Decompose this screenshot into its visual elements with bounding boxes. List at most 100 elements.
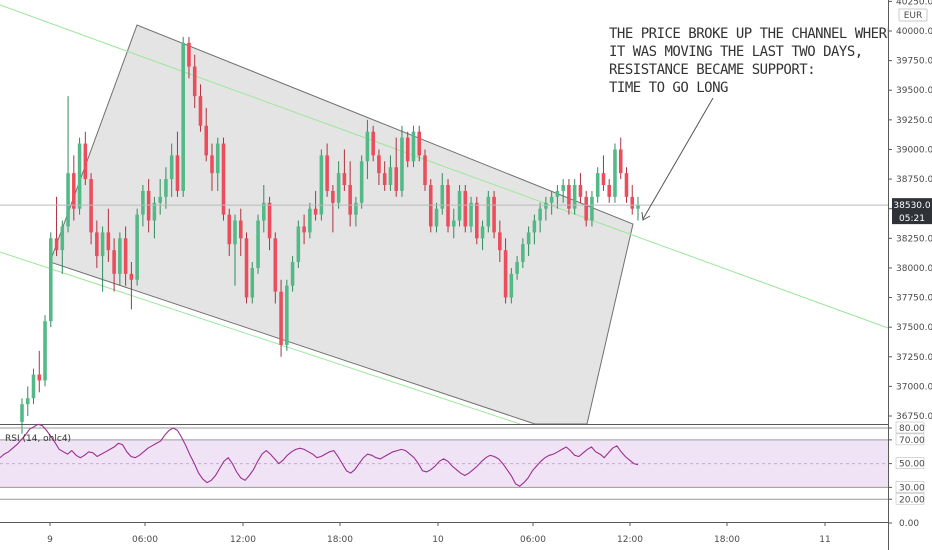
candle-body [389,167,393,185]
candle-body [245,238,249,297]
candle-body [141,191,145,215]
currency-label: EUR [904,11,923,21]
price-axis[interactable]: 40250.0 40000.0 39750.0 39500.0 39250.0 39000… [888,0,932,550]
candle-body [464,191,468,227]
candle [475,197,479,244]
candle [487,191,491,232]
candle-body [204,126,208,156]
price-tick-label: 37500.0 [896,323,932,333]
candle-body [279,292,283,345]
candle-body [400,138,404,191]
candle-body [78,144,82,209]
price-tick-label: 40250.0 [896,0,932,7]
candle-body [89,179,93,232]
candle-body [538,209,542,221]
candle [256,215,260,274]
candle-body [377,155,381,173]
candle-body [72,173,76,209]
candle [49,232,53,327]
candle-body [170,155,174,179]
candle-body [636,205,640,209]
candle [464,185,468,232]
candle-body [423,155,427,185]
candle [412,126,416,167]
candle-body [43,321,47,380]
price-tick-label: 39750.0 [896,57,932,67]
candle-body [308,209,312,233]
candle-body [619,149,623,173]
candle-body [124,238,128,274]
candle-body [481,226,485,238]
candle-body [383,173,387,185]
time-tick-label: 12:00 [617,535,643,545]
candle-body [504,250,508,297]
candle-body [250,268,254,298]
time-tick-label: 11 [819,535,830,545]
candle-body [607,185,611,197]
candle-body [314,209,318,215]
rsi-tick-label: 50.00 [899,460,925,470]
time-tick-label: 9 [47,535,53,545]
candle-body [544,203,548,209]
candle-body [291,262,295,286]
candle-body [216,144,220,174]
candle-body [158,197,162,203]
rsi-tick-label: 0.00 [899,519,919,529]
price-tick-label: 39250.0 [896,116,932,126]
candle-body [394,167,398,191]
candle-body [412,132,416,162]
candle-body [187,43,191,67]
price-tick-label: 37000.0 [896,382,932,392]
candle-body [239,221,243,239]
annotation-line-2: IT WAS MOVING THE LAST TWO DAYS, [609,44,863,60]
time-tick-label: 10 [432,535,444,545]
rsi-tick-label: 80.00 [899,424,925,434]
candle-body [533,221,537,233]
candle [43,315,47,386]
price-tick-label: 40000.0 [896,27,932,37]
candle-body [61,226,65,250]
rsi-panel[interactable]: RSI (14, ohlc4) [0,424,888,499]
candle-body [268,203,272,239]
rsi-title: RSI (14, ohlc4) [5,434,71,444]
candle-body [561,185,565,191]
candle [297,221,301,268]
candle-body [596,173,600,197]
candle-body [406,138,410,162]
candle-body [84,144,88,180]
candle-body [556,191,560,197]
candle-body [199,96,203,126]
time-tick-label: 18:00 [327,535,353,545]
candle-body [348,185,352,215]
annotation-line-3: RESISTANCE BECAME SUPPORT: [609,62,815,78]
candle-body [135,215,139,280]
candle-body [26,398,30,404]
candle [135,209,139,286]
time-tick-label: 12:00 [230,535,256,545]
candle [458,185,462,226]
candle-body [498,232,502,250]
candle [222,138,226,221]
candle-body [256,221,260,268]
candle-body [55,238,59,250]
candle [250,262,254,303]
candle [245,232,249,303]
candle [429,179,433,232]
time-axis[interactable]: 9 06:00 12:00 18:00 10 06:00 12:00 18:00 11 [0,522,888,545]
price-tick-label: 37750.0 [896,294,932,304]
candle-body [613,149,617,196]
time-tick-label: 06:00 [520,535,546,545]
price-panel[interactable]: THE PRICE BROKE UP THE CHANNEL WHERE IT … [0,0,895,434]
candle-body [584,197,588,221]
candle [320,149,324,220]
bar-countdown: 05:21 [899,214,925,224]
price-tick-label: 37250.0 [896,353,932,363]
candle-body [469,203,473,227]
candle-body [429,185,433,226]
candle-body [176,155,180,191]
candle-body [337,173,341,203]
candle-body [193,67,197,97]
candle-body [579,185,583,197]
